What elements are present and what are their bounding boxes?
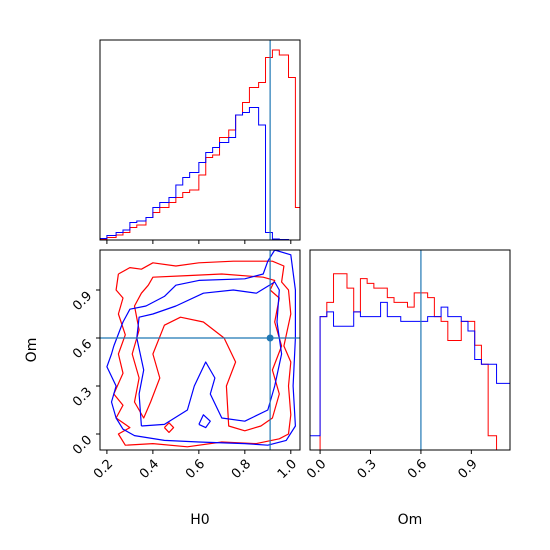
om-histogram-xtick-label: 0.3	[355, 457, 380, 482]
h0-histogram-panel	[99, 39, 301, 244]
om-histogram-xtick-label: 0.6	[405, 457, 430, 482]
joint-ytick-label: 0.0	[70, 433, 95, 458]
om-histogram-xtick-label: 0.0	[304, 457, 329, 482]
joint-ytick-label: 0.3	[70, 385, 95, 410]
joint-xtick-label: 0.8	[229, 457, 254, 482]
x-axis-label-om: Om	[398, 512, 423, 528]
joint-contours	[106, 250, 296, 448]
om-histogram-xtick-label: 0.9	[455, 457, 480, 482]
contour-blue-3	[106, 250, 296, 446]
joint-xtick-label: 0.2	[91, 457, 116, 482]
joint-truth-marker	[266, 334, 274, 342]
y-axis-label-om: Om	[24, 338, 40, 363]
h0-histogram-frame	[99, 39, 301, 241]
h0-om-joint-panel: 0.2 0.4 0.6 0.8 1.0 0.0 0.3 0.6 0.9	[70, 249, 301, 482]
joint-ytick-label: 0.9	[70, 289, 95, 314]
joint-ytick-label: 0.6	[70, 337, 95, 362]
om-histogram-red-series	[310, 273, 510, 451]
om-histogram-frame	[309, 249, 511, 451]
contour-blue-4	[136, 281, 283, 427]
joint-xtick-label: 0.6	[183, 457, 208, 482]
contour-blue-5	[198, 414, 211, 429]
h0-histogram-blue-series	[99, 107, 300, 241]
contour-red-0	[113, 260, 292, 448]
h0-histogram-red-series	[99, 49, 301, 240]
joint-xtick-label: 0.4	[137, 457, 162, 482]
contour-red-1	[131, 273, 283, 432]
joint-xtick-label: 1.0	[275, 457, 300, 482]
om-histogram-blue-series	[309, 301, 511, 450]
contour-red-2	[163, 422, 175, 433]
joint-frame	[99, 249, 301, 451]
om-histogram-panel: 0.0 0.3 0.6 0.9	[304, 249, 511, 482]
x-axis-label-h0: H0	[190, 512, 209, 528]
